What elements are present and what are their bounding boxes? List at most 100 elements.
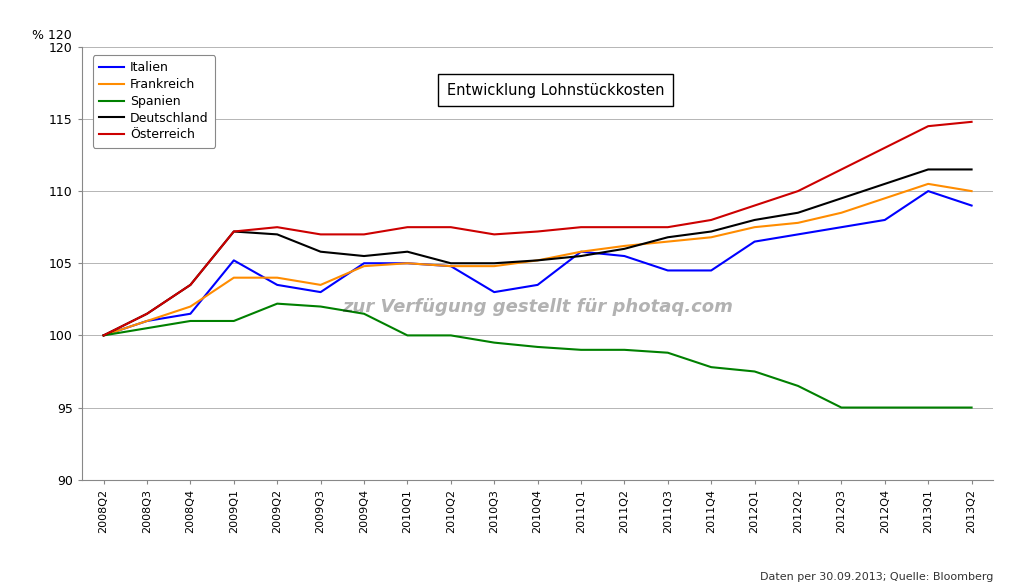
Italien: [879, 216, 891, 223]
Deutschland: [531, 257, 544, 264]
Spanien: [357, 310, 370, 317]
Spanien: [531, 343, 544, 350]
Deutschland: [184, 281, 197, 288]
Österreich: [574, 223, 587, 230]
Österreich: [444, 223, 457, 230]
Italien: [792, 231, 804, 238]
Spanien: [706, 364, 718, 371]
Deutschland: [706, 228, 718, 235]
Spanien: [792, 383, 804, 390]
Deutschland: [401, 248, 414, 255]
Österreich: [836, 166, 848, 173]
Frankreich: [184, 303, 197, 310]
Deutschland: [836, 195, 848, 202]
Legend: Italien, Frankreich, Spanien, Deutschland, Österreich: Italien, Frankreich, Spanien, Deutschlan…: [93, 55, 215, 148]
Italien: [97, 332, 110, 339]
Italien: [966, 202, 978, 209]
Deutschland: [227, 228, 240, 235]
Deutschland: [792, 209, 804, 216]
Italien: [488, 288, 501, 295]
Österreich: [749, 202, 761, 209]
Frankreich: [879, 195, 891, 202]
Italien: [749, 238, 761, 245]
Österreich: [618, 223, 631, 230]
Österreich: [141, 310, 154, 317]
Frankreich: [401, 260, 414, 267]
Line: Italien: Italien: [103, 191, 972, 335]
Deutschland: [314, 248, 327, 255]
Spanien: [836, 404, 848, 411]
Italien: [184, 310, 197, 317]
Österreich: [401, 223, 414, 230]
Line: Österreich: Österreich: [103, 122, 972, 335]
Deutschland: [444, 260, 457, 267]
Spanien: [271, 300, 284, 307]
Deutschland: [879, 180, 891, 187]
Italien: [314, 288, 327, 295]
Italien: [357, 260, 370, 267]
Spanien: [879, 404, 891, 411]
Deutschland: [574, 253, 587, 260]
Österreich: [357, 231, 370, 238]
Österreich: [879, 144, 891, 152]
Österreich: [488, 231, 501, 238]
Line: Frankreich: Frankreich: [103, 184, 972, 335]
Spanien: [749, 368, 761, 375]
Italien: [618, 253, 631, 260]
Spanien: [488, 339, 501, 346]
Österreich: [531, 228, 544, 235]
Spanien: [401, 332, 414, 339]
Österreich: [706, 216, 718, 223]
Spanien: [97, 332, 110, 339]
Italien: [706, 267, 718, 274]
Österreich: [314, 231, 327, 238]
Text: Daten per 30.09.2013; Quelle: Bloomberg: Daten per 30.09.2013; Quelle: Bloomberg: [760, 572, 993, 582]
Spanien: [444, 332, 457, 339]
Österreich: [922, 123, 934, 130]
Österreich: [184, 281, 197, 288]
Frankreich: [966, 188, 978, 195]
Deutschland: [97, 332, 110, 339]
Frankreich: [141, 318, 154, 325]
Italien: [662, 267, 674, 274]
Deutschland: [271, 231, 284, 238]
Frankreich: [227, 274, 240, 281]
Frankreich: [488, 263, 501, 270]
Text: Entwicklung Lohnstückkosten: Entwicklung Lohnstückkosten: [447, 82, 665, 98]
Deutschland: [357, 253, 370, 260]
Italien: [444, 263, 457, 270]
Österreich: [271, 223, 284, 230]
Frankreich: [574, 248, 587, 255]
Frankreich: [662, 238, 674, 245]
Frankreich: [444, 263, 457, 270]
Deutschland: [749, 216, 761, 223]
Frankreich: [792, 219, 804, 226]
Italien: [836, 223, 848, 230]
Deutschland: [618, 245, 631, 252]
Frankreich: [922, 180, 934, 187]
Italien: [531, 281, 544, 288]
Deutschland: [922, 166, 934, 173]
Deutschland: [662, 234, 674, 241]
Deutschland: [141, 310, 154, 317]
Italien: [401, 260, 414, 267]
Frankreich: [618, 242, 631, 249]
Spanien: [574, 346, 587, 353]
Spanien: [922, 404, 934, 411]
Line: Deutschland: Deutschland: [103, 170, 972, 335]
Spanien: [141, 325, 154, 332]
Österreich: [966, 118, 978, 125]
Line: Spanien: Spanien: [103, 304, 972, 408]
Italien: [271, 281, 284, 288]
Spanien: [618, 346, 631, 353]
Text: % 120: % 120: [32, 29, 72, 43]
Italien: [141, 318, 154, 325]
Frankreich: [357, 263, 370, 270]
Frankreich: [749, 223, 761, 230]
Spanien: [227, 318, 240, 325]
Österreich: [662, 223, 674, 230]
Spanien: [966, 404, 978, 411]
Italien: [922, 188, 934, 195]
Frankreich: [531, 257, 544, 264]
Österreich: [792, 188, 804, 195]
